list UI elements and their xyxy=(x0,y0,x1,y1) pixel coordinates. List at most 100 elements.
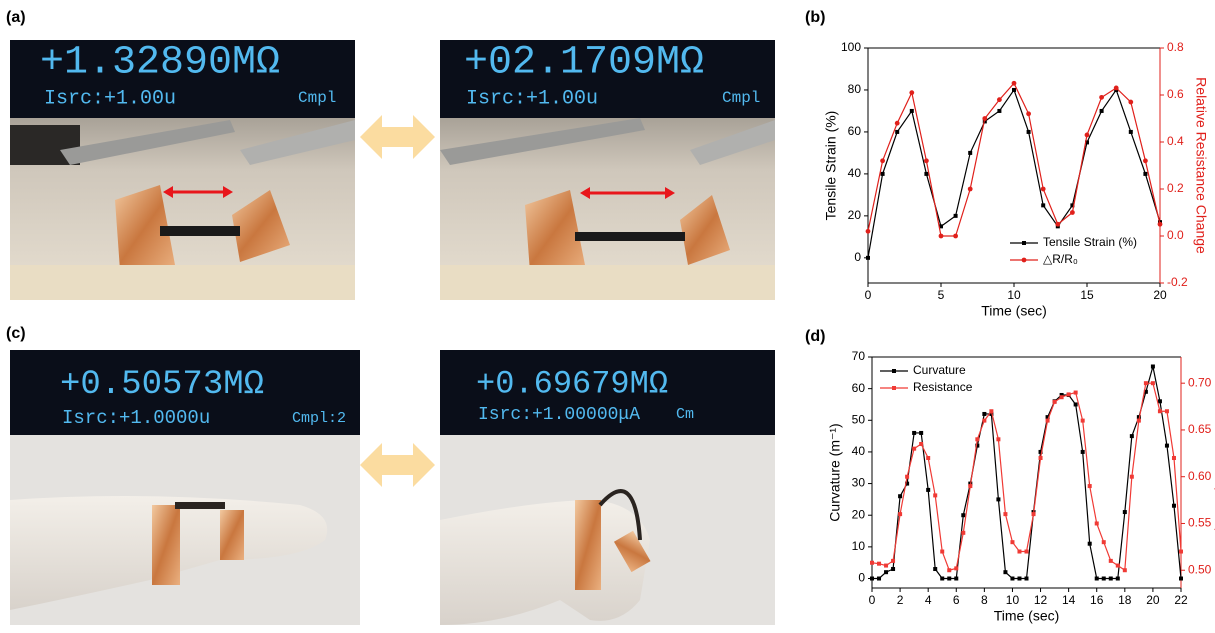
meter-status: Isrc:+1.00u xyxy=(44,87,176,110)
data-point xyxy=(1143,389,1148,394)
data-point xyxy=(1003,570,1008,575)
y2-tick-label: -0.2 xyxy=(1167,275,1188,289)
data-point xyxy=(933,493,938,498)
clamp xyxy=(240,120,355,165)
y2-tick-label: 0.8 xyxy=(1167,40,1184,54)
meter-status: Isrc:+1.0000u xyxy=(62,407,210,429)
data-point xyxy=(919,430,924,435)
data-point xyxy=(1011,80,1017,86)
sensor-strip xyxy=(575,232,685,241)
copper-electrode xyxy=(680,195,730,265)
data-point xyxy=(1085,140,1089,145)
legend-label: △R/R₀ xyxy=(1043,252,1078,266)
y-tick-label: 20 xyxy=(848,208,862,222)
legend-marker xyxy=(892,369,896,373)
data-point xyxy=(1171,456,1176,461)
data-point xyxy=(975,443,980,448)
data-point xyxy=(1012,87,1016,92)
panel-label: (c) xyxy=(6,325,26,342)
data-point xyxy=(989,411,994,416)
legend-marker xyxy=(1021,257,1027,263)
x-tick-label: 18 xyxy=(1118,593,1132,607)
data-point xyxy=(1157,221,1163,227)
data-point xyxy=(1080,449,1085,454)
data-point xyxy=(1136,418,1141,423)
x-tick-label: 0 xyxy=(869,593,876,607)
panel-label: (b) xyxy=(805,9,825,26)
data-point xyxy=(895,129,900,134)
data-point xyxy=(1108,558,1113,563)
data-point xyxy=(975,437,980,442)
y-tick-label: 100 xyxy=(841,40,861,54)
data-point xyxy=(1094,521,1099,526)
x-tick-label: 15 xyxy=(1080,288,1094,302)
y2-tick-label: 0.65 xyxy=(1188,422,1212,436)
data-point xyxy=(898,512,903,517)
data-point xyxy=(1070,210,1075,215)
sensor-strip xyxy=(160,226,240,236)
data-point xyxy=(905,474,910,479)
data-point xyxy=(924,158,929,164)
photo: +0.50573MΩ Isrc:+1.0000u Cmpl:2 xyxy=(10,350,360,625)
data-point xyxy=(1073,402,1078,407)
meter-status: Cmpl xyxy=(298,89,336,107)
stretch-arrow xyxy=(223,186,233,198)
data-point xyxy=(1038,456,1043,461)
clamp xyxy=(440,118,645,165)
legend-label: Curvature xyxy=(913,363,966,377)
data-point xyxy=(1115,563,1120,568)
y-tick-label: 0 xyxy=(854,250,861,264)
meter-reading: +1.32890MΩ xyxy=(40,41,280,86)
data-point xyxy=(870,576,874,581)
x-axis-title: Time (sec) xyxy=(981,303,1047,319)
data-point xyxy=(880,158,885,164)
meter-display xyxy=(10,350,360,435)
data-point xyxy=(940,549,945,554)
legend-label: Resistance xyxy=(913,380,973,394)
data-point xyxy=(1026,129,1031,134)
data-point xyxy=(1010,540,1015,545)
data-point xyxy=(1179,576,1183,581)
data-point xyxy=(1055,221,1061,227)
data-point xyxy=(1157,409,1162,414)
photo: +02.1709MΩ Isrc:+1.00u Cmpl xyxy=(440,40,775,300)
data-point xyxy=(1052,399,1057,404)
y-tick-label: 10 xyxy=(852,539,866,553)
data-point xyxy=(1099,94,1104,100)
clamp xyxy=(60,120,235,165)
panel-label: (a) xyxy=(6,9,26,26)
data-point xyxy=(1143,171,1148,176)
legend-marker xyxy=(892,386,896,390)
data-point xyxy=(1150,381,1155,386)
x-tick-label: 20 xyxy=(1146,593,1160,607)
x-tick-label: 10 xyxy=(1007,288,1021,302)
copper-band xyxy=(220,510,244,560)
y-tick-label: 60 xyxy=(852,381,866,395)
data-point xyxy=(996,437,1001,442)
data-point xyxy=(1041,203,1046,208)
data-point xyxy=(1059,392,1064,397)
data-point xyxy=(905,481,910,486)
y2-tick-label: 0.50 xyxy=(1188,562,1212,576)
legend-label: Tensile Strain (%) xyxy=(1043,235,1137,249)
ruler xyxy=(10,265,355,300)
data-point xyxy=(1026,111,1031,117)
meter-reading: +02.1709MΩ xyxy=(464,41,704,86)
y2-tick-label: 0.55 xyxy=(1188,516,1212,530)
ruler xyxy=(440,265,775,300)
meter-display xyxy=(440,40,775,118)
x-axis-title: Time (sec) xyxy=(994,608,1060,624)
data-point xyxy=(1150,364,1155,369)
clamp xyxy=(690,120,775,165)
meter-status: Isrc:+1.00u xyxy=(466,87,598,110)
data-point xyxy=(894,120,900,126)
y2-tick-label: 0.2 xyxy=(1167,181,1184,195)
data-point xyxy=(1084,132,1090,138)
data-point xyxy=(912,446,917,451)
data-point xyxy=(1101,576,1106,581)
photo: +0.69679MΩ Isrc:+1.00000μA Cm xyxy=(440,350,775,625)
y2-tick-label: 0.4 xyxy=(1167,134,1184,148)
data-point xyxy=(954,576,959,581)
data-point xyxy=(1164,443,1169,448)
stretch-arrow xyxy=(665,187,675,199)
